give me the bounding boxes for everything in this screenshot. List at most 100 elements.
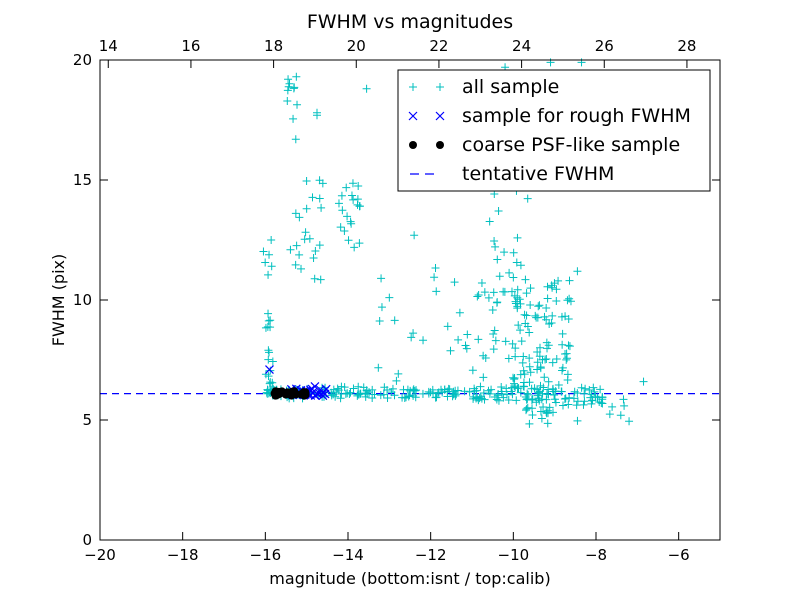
all-sample-point (293, 100, 302, 109)
all-sample-point (510, 382, 519, 391)
all-sample-point (542, 354, 551, 363)
top-tick-label: 20 (347, 37, 366, 55)
x-tick-label: −8 (585, 546, 607, 564)
all-sample-point (489, 329, 498, 338)
all-sample-point (538, 355, 547, 364)
legend-marker-x (435, 111, 445, 121)
all-sample-point (489, 345, 498, 354)
all-sample-point (554, 380, 563, 389)
all-sample-point (490, 326, 499, 335)
all-sample-point (343, 212, 352, 221)
rough-fwhm-point (318, 391, 328, 401)
all-sample-point (362, 84, 371, 93)
all-sample-point (544, 341, 553, 350)
all-sample-point (472, 386, 481, 395)
all-sample-point (432, 393, 441, 402)
x-tick-label: −16 (250, 546, 282, 564)
all-sample-point (354, 390, 363, 399)
all-sample-point (560, 394, 569, 403)
all-sample-point (511, 352, 520, 361)
all-sample-point (492, 395, 501, 404)
all-sample-point (484, 293, 493, 302)
all-sample-point (336, 223, 345, 232)
all-sample-point (346, 388, 355, 397)
all-sample-point (375, 317, 384, 326)
all-sample-point (490, 237, 499, 246)
all-sample-point (291, 135, 300, 144)
all-sample-point (639, 377, 648, 386)
all-sample-point (354, 382, 363, 391)
all-sample-point (443, 322, 452, 331)
all-sample-point (284, 75, 293, 84)
all-sample-point (579, 400, 588, 409)
all-sample-point (543, 406, 552, 415)
all-sample-point (526, 284, 535, 293)
all-sample-point (500, 287, 509, 296)
legend-label-tentative-fwhm: tentative FWHM (462, 163, 614, 185)
all-sample-point (290, 83, 299, 92)
legend-marker-circle (436, 141, 444, 149)
all-sample-point (531, 311, 540, 320)
all-sample-point (488, 306, 497, 315)
all-sample-point (292, 241, 301, 250)
all-sample-point (480, 288, 489, 297)
all-sample-point (535, 343, 544, 352)
all-sample-point (509, 273, 518, 282)
all-sample-point (557, 387, 566, 396)
all-sample-point (589, 383, 598, 392)
all-sample-point (585, 386, 594, 395)
all-sample-point (491, 336, 500, 345)
all-sample-point (513, 285, 522, 294)
all-sample-point (353, 195, 362, 204)
all-sample-point (619, 395, 628, 404)
all-sample-point (519, 352, 528, 361)
all-sample-point (265, 250, 274, 259)
all-sample-point (263, 322, 272, 331)
all-sample-point (407, 333, 416, 342)
all-sample-point (572, 401, 581, 410)
x-tick-label: −6 (668, 546, 690, 564)
all-sample-point (388, 384, 397, 393)
all-sample-point (485, 389, 494, 398)
all-sample-point (548, 358, 557, 367)
all-sample-point (385, 293, 394, 302)
all-sample-point (564, 315, 573, 324)
all-sample-point (455, 308, 464, 317)
all-sample-point (474, 335, 483, 344)
all-sample-point (519, 366, 528, 375)
all-sample-point (525, 354, 534, 363)
all-sample-point (376, 391, 385, 400)
all-sample-point (451, 386, 460, 395)
all-sample-point (558, 329, 567, 338)
all-sample-point (530, 384, 539, 393)
all-sample-point (597, 398, 606, 407)
all-sample-point (558, 340, 567, 349)
all-sample-point (409, 391, 418, 400)
all-sample-point (267, 262, 276, 271)
all-sample-point (332, 388, 341, 397)
all-sample-point (593, 393, 602, 402)
all-sample-point (481, 353, 490, 362)
all-sample-point (419, 336, 428, 345)
all-sample-point (404, 392, 413, 401)
all-sample-point (519, 378, 528, 387)
all-sample-point (563, 296, 572, 305)
all-sample-point (537, 414, 546, 423)
all-sample-point (356, 389, 365, 398)
all-sample-point (489, 288, 498, 297)
all-sample-point (283, 86, 292, 95)
x-tick-label: −12 (415, 546, 447, 564)
all-sample-point (343, 389, 352, 398)
all-sample-point (543, 294, 552, 303)
all-sample-point (522, 404, 531, 413)
x-axis-label: magnitude (bottom:isnt / top:calib) (269, 569, 550, 588)
x-tick-label: −20 (84, 546, 116, 564)
all-sample-point (418, 389, 427, 398)
all-sample-point (311, 246, 320, 255)
all-sample-point (295, 250, 304, 259)
all-sample-point (316, 275, 325, 284)
all-sample-point (536, 364, 545, 373)
all-sample-point (551, 398, 560, 407)
all-sample-point (406, 386, 415, 395)
